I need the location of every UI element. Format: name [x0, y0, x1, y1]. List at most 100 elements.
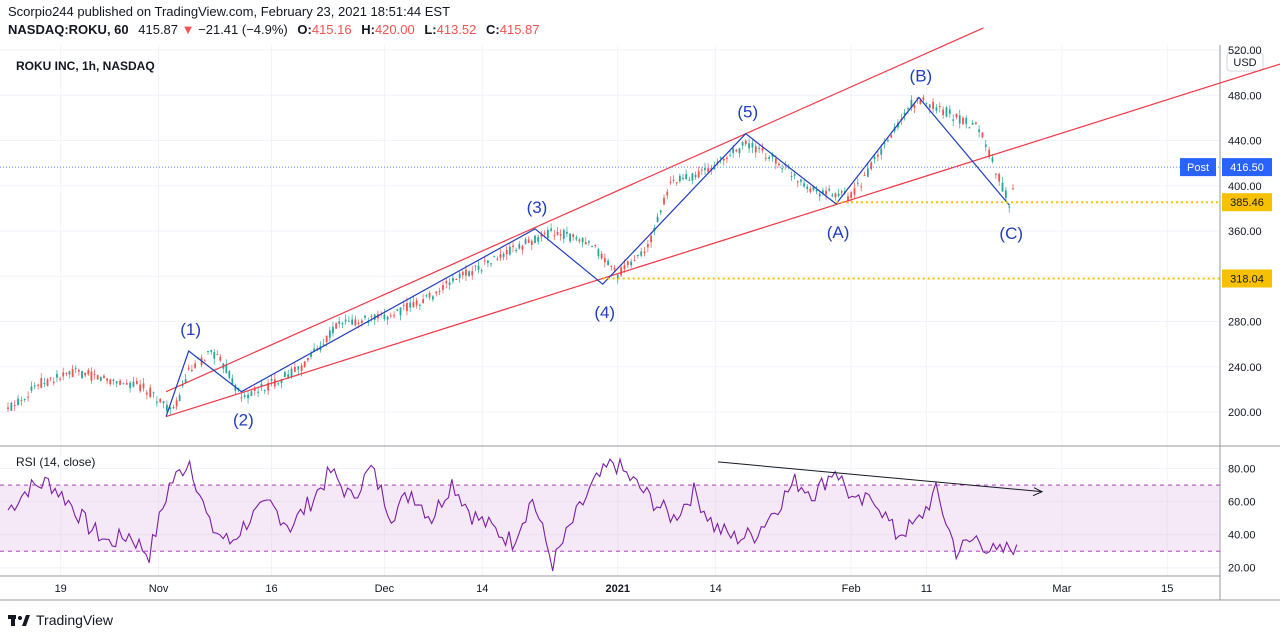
rsi-tick-label: 40.00 [1228, 530, 1256, 542]
candle-body [524, 239, 527, 244]
chart-title: ROKU INC, 1h, NASDAQ [16, 59, 155, 73]
candle-body [521, 245, 524, 250]
candle-body [10, 402, 13, 411]
candle-body [512, 245, 514, 248]
candle-body [675, 182, 678, 184]
candle-body [650, 235, 653, 243]
currency-label: USD [1233, 57, 1256, 69]
candle-body [754, 146, 757, 153]
candle-body [600, 253, 603, 259]
candle-body [145, 392, 148, 395]
candle-body [263, 390, 266, 392]
post-value-badge [1222, 158, 1272, 177]
candle-body [90, 371, 93, 381]
candle-body [483, 260, 486, 262]
candle-body [335, 323, 337, 329]
candle-body [530, 240, 533, 245]
candle-body [828, 188, 831, 191]
last-price: 415.87 [138, 22, 179, 37]
time-tick-label: 14 [710, 583, 722, 595]
candle-body [328, 330, 331, 338]
candle-body [732, 148, 735, 154]
candle-body [774, 158, 777, 164]
candle-body [809, 188, 812, 193]
change-arrow-icon: ▼ [181, 22, 195, 37]
price-level-label: 318.04 [1230, 274, 1264, 286]
candle-body [958, 115, 961, 124]
time-tick-label: 11 [921, 583, 932, 595]
candle-body [338, 321, 341, 324]
candle-body [396, 309, 399, 311]
candle-body [409, 302, 412, 308]
rsi-tick-label: 80.00 [1228, 464, 1256, 476]
candle-body [726, 157, 728, 159]
candle-body [159, 398, 162, 403]
drawings: (1) (2) (3) (4) (5) (A) (B) (C) 385.46 318.04 Post… [0, 27, 1280, 430]
candle-body [166, 404, 168, 412]
candle-body [203, 360, 206, 362]
candle-body [106, 378, 109, 381]
candle-body [825, 190, 827, 195]
candle-body [354, 319, 357, 326]
candle-body [988, 149, 991, 157]
candle-body [125, 383, 128, 385]
candle-body [425, 295, 428, 297]
candle-body [487, 260, 489, 263]
open-value: 415.16 [311, 22, 352, 37]
candle-body [7, 407, 9, 410]
candle-body [588, 241, 590, 243]
rsi-axis[interactable]: 80.00 60.00 40.00 20.00 [1228, 464, 1256, 575]
time-tick-label: 16 [265, 583, 277, 595]
candle-body [452, 277, 454, 282]
candle-body [293, 366, 296, 372]
time-axis[interactable]: 19 Nov 16 Dec 14 2021 14 Feb 11 Mar 15 [55, 583, 1174, 595]
candle-body [231, 378, 234, 385]
candle-body [935, 107, 938, 111]
price-axis[interactable]: 520.00480.00440.00400.00360.00320.00280.… [1228, 45, 1262, 419]
candle-body [922, 97, 925, 100]
candle-body [697, 171, 700, 178]
price-level-label: 385.46 [1230, 197, 1264, 209]
candle-body [280, 379, 283, 384]
candle-body [351, 319, 354, 325]
candle-body [913, 105, 916, 108]
candle-body [508, 246, 511, 255]
candle-body [800, 179, 802, 182]
candle-body [578, 239, 581, 242]
price-tick-label: 480.00 [1228, 90, 1262, 102]
candle-body [870, 162, 873, 170]
candle-body [636, 254, 639, 256]
candle-body [477, 265, 480, 270]
candle-body [225, 364, 228, 373]
candle-body [962, 117, 964, 125]
candle-body [978, 129, 981, 132]
candle-body [40, 378, 43, 388]
candle-body [257, 391, 259, 393]
candle-body [253, 387, 256, 391]
channel-lower-line [165, 63, 1280, 418]
candle-body [796, 181, 799, 183]
candle-body [572, 234, 575, 238]
candle-body [700, 169, 703, 171]
candle-body [566, 231, 568, 234]
price-tick-label: 520.00 [1228, 45, 1262, 57]
candle-body [505, 249, 508, 255]
candle-body [534, 235, 536, 244]
rsi-title: RSI (14, close) [16, 455, 95, 469]
rsi-divergence-line [717, 461, 1043, 493]
candle-body [448, 282, 451, 285]
candle-body [656, 216, 659, 223]
time-tick-label: Mar [1052, 583, 1071, 595]
candle-body [65, 372, 68, 374]
candle-body [240, 397, 243, 399]
candle-body [348, 320, 350, 322]
candle-body [357, 322, 360, 324]
footer-brand[interactable]: TradingView [8, 612, 113, 628]
symbol-label[interactable]: NASDAQ:ROKU, 60 [8, 22, 129, 37]
candle-body [59, 378, 61, 380]
candle-body [815, 190, 818, 192]
candle-body [562, 229, 565, 239]
candle-body [613, 267, 616, 270]
price-candles [7, 94, 1014, 415]
